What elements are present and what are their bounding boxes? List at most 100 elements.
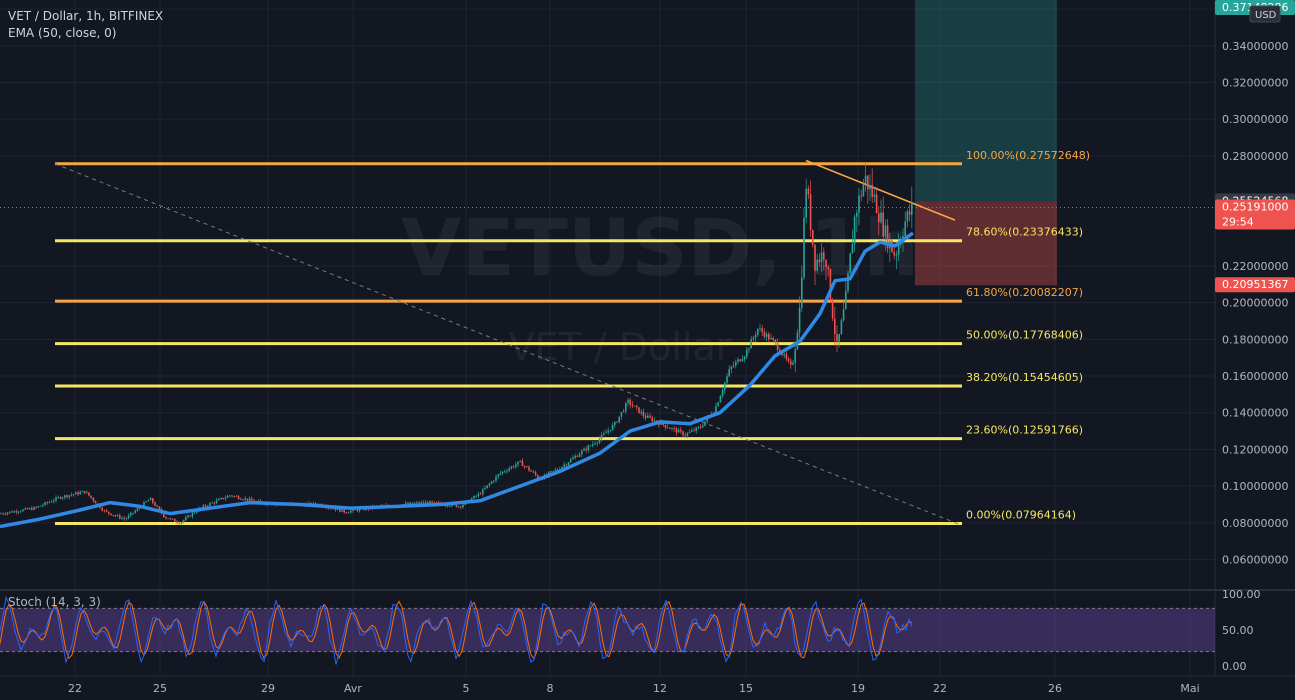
candle-body (805, 188, 807, 218)
candle-body (246, 498, 249, 501)
candle-body (233, 496, 235, 497)
candle-body (585, 448, 587, 451)
candle-body (627, 399, 629, 404)
candle-body (154, 502, 156, 506)
stoch-legend[interactable]: Stoch (14, 3, 3) (8, 595, 101, 609)
candle-body (565, 464, 568, 466)
candle-body (781, 352, 783, 356)
candle-body (578, 454, 581, 457)
candle-body (735, 361, 737, 366)
fib-level-label: 0.00%(0.07964164) (966, 508, 1076, 521)
candle-body (31, 508, 33, 510)
candle-body (46, 502, 48, 504)
candle-body (224, 497, 227, 499)
candle-body (829, 268, 832, 301)
candle-body (2, 513, 4, 515)
price-tag-label: 0.20951367 (1222, 278, 1288, 291)
candle-body (429, 501, 431, 504)
candle-body (222, 497, 224, 499)
candle-body (715, 406, 717, 413)
candle-body (537, 474, 539, 478)
candle-body (583, 448, 585, 451)
candle-body (66, 495, 68, 498)
candle-body (416, 502, 418, 504)
x-tick-label: 15 (739, 682, 753, 695)
candle-body (81, 491, 84, 493)
candle-body (732, 365, 735, 367)
candle-body (897, 244, 900, 255)
position-loss-zone (915, 201, 1057, 286)
candle-body (856, 212, 858, 217)
candle-body (354, 509, 356, 511)
candle-body (4, 513, 7, 515)
candle-body (636, 405, 638, 408)
candle-body (906, 211, 909, 222)
candle-body (424, 502, 427, 504)
candle-body (64, 495, 66, 498)
candle-body (794, 349, 796, 363)
candle-body (242, 499, 244, 501)
candle-body (143, 502, 145, 507)
candle-body (816, 259, 818, 271)
candle-body (409, 502, 411, 504)
candle-body (704, 421, 706, 426)
candle-body (33, 507, 35, 510)
candle-body (726, 376, 728, 383)
candle-body (649, 415, 651, 418)
price-tag (1215, 199, 1295, 230)
candle-body (174, 519, 176, 522)
candle-body (213, 502, 216, 504)
candle-body (211, 502, 213, 504)
candle-body (739, 359, 741, 362)
candle-body (768, 333, 770, 340)
candle-body (202, 505, 205, 508)
candle-body (167, 518, 169, 520)
candle-body (664, 424, 667, 428)
candle-body (554, 469, 557, 471)
y-tick-label: 0.32000000 (1222, 77, 1288, 90)
symbol-legend[interactable]: VET / Dollar, 1h, BITFINEX (8, 9, 164, 23)
candle-body (680, 429, 682, 432)
candle-body (77, 492, 79, 495)
candle-body (61, 497, 64, 499)
candle-body (812, 229, 814, 245)
candle-body (572, 457, 574, 460)
candle-body (743, 356, 746, 360)
candle-body (785, 354, 788, 359)
candle-body (127, 515, 130, 519)
candle-body (880, 212, 882, 223)
candle-body (55, 497, 57, 501)
candle-body (176, 521, 178, 523)
candle-body (669, 427, 671, 429)
candle-body (603, 433, 605, 436)
candle-body (6, 512, 9, 514)
candle-body (849, 253, 851, 273)
ema-legend[interactable]: EMA (50, close, 0) (8, 26, 117, 40)
candle-body (196, 511, 198, 513)
candle-body (427, 502, 429, 504)
candle-body (462, 504, 464, 508)
candle-body (9, 511, 11, 513)
candle-body (486, 485, 488, 488)
candle-body (149, 498, 152, 501)
candle-body (853, 216, 856, 244)
candle-body (625, 403, 627, 412)
candle-body (563, 464, 565, 467)
candle-body (519, 460, 521, 462)
candle-body (651, 417, 653, 422)
candle-body (724, 382, 726, 391)
candle-body (125, 518, 128, 520)
candle-body (818, 259, 821, 263)
candle-body (895, 254, 898, 256)
candle-body (477, 493, 480, 496)
candle-body (886, 225, 889, 249)
candle-body (475, 495, 477, 497)
y-tick-label: 0.06000000 (1222, 553, 1288, 566)
stoch-band (0, 608, 1215, 652)
fib-level-label: 50.00%(0.17768406) (966, 329, 1083, 342)
candle-body (633, 405, 636, 407)
candle-body (567, 462, 570, 465)
candle-body (112, 515, 114, 516)
